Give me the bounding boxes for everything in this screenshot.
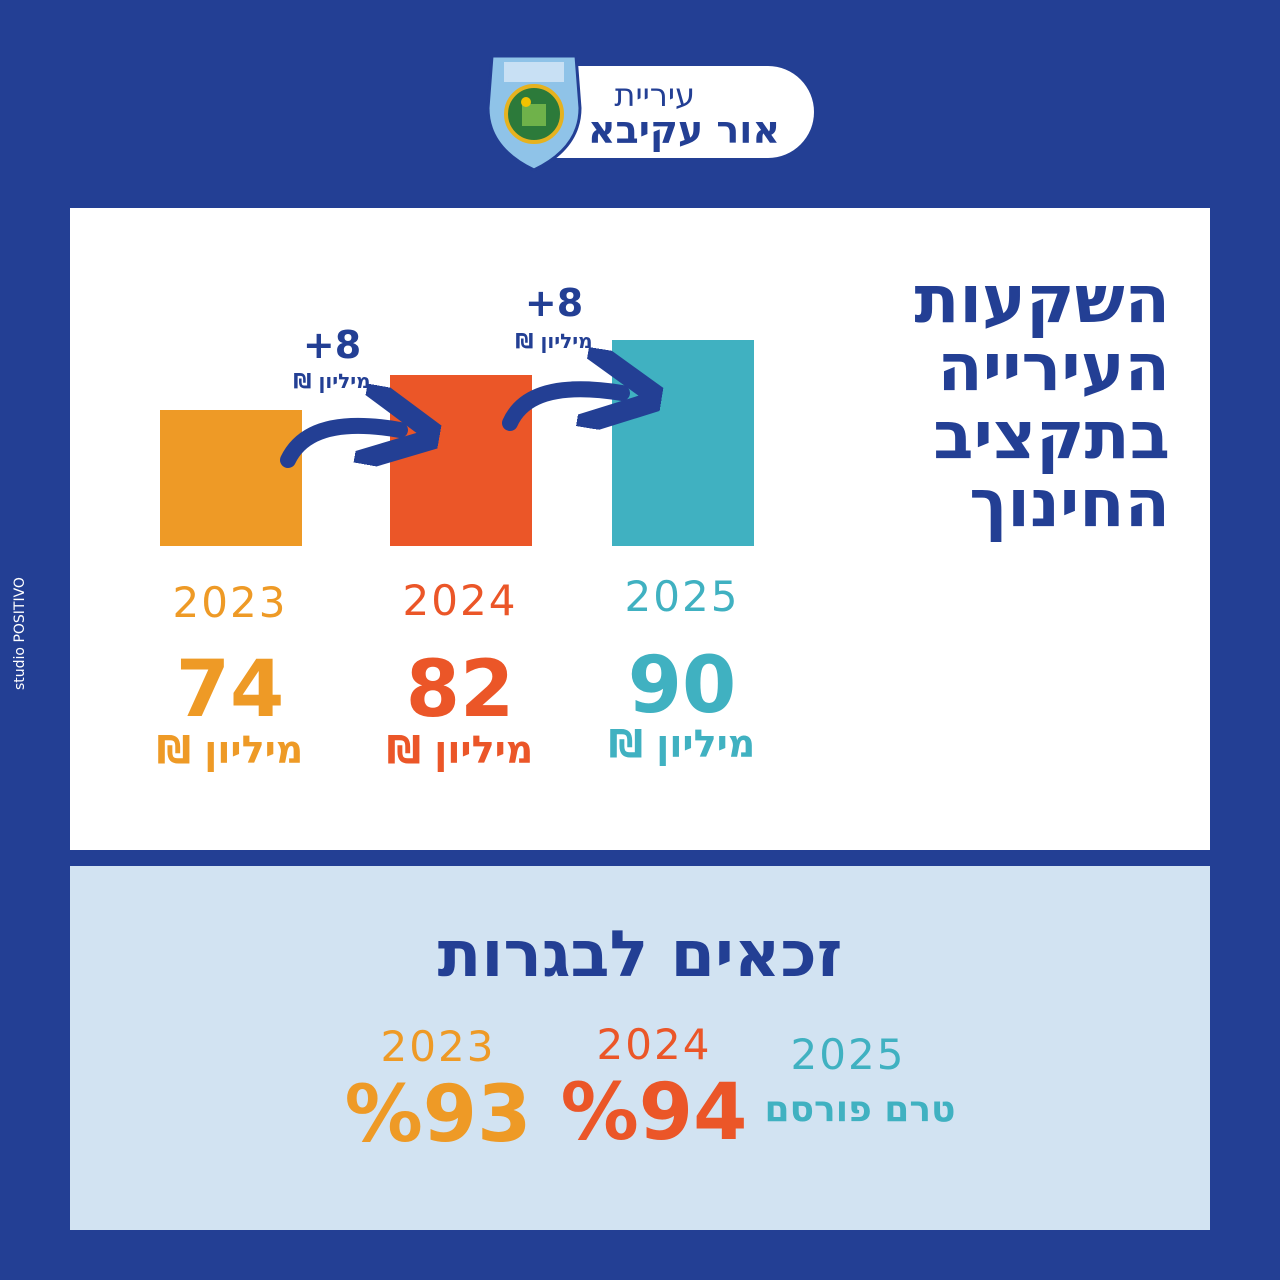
city-emblem-icon xyxy=(486,54,582,172)
increase-arrow-2 xyxy=(502,389,622,423)
unit-label-2023: מיליון ₪ xyxy=(156,728,304,772)
value-label-2023: 74 xyxy=(175,645,285,735)
matric-year-2024: 2024 xyxy=(596,1020,712,1069)
value-label-2025: 90 xyxy=(627,641,737,731)
budget-title: השקעות העירייה בתקציב החינוך xyxy=(914,261,1170,542)
bar-2025 xyxy=(612,340,754,546)
studio-credit: studio POSITIVO xyxy=(12,577,28,690)
bar-2023 xyxy=(160,410,302,546)
matric-value-2024: %94 xyxy=(560,1068,748,1158)
increase-arrow-1 xyxy=(280,426,400,460)
matriculation-panel xyxy=(70,866,1210,1230)
city-name: אור עקיבא xyxy=(587,108,780,152)
city-prefix: עיריית xyxy=(614,76,695,114)
year-label-2025: 2025 xyxy=(624,572,740,621)
matric-year-2023: 2023 xyxy=(380,1022,496,1071)
matriculation-title: זכאים לבגרות xyxy=(437,918,843,992)
year-label-2023: 2023 xyxy=(172,578,288,627)
matric-status-2025: טרם פורסם xyxy=(764,1089,956,1130)
bar-2024 xyxy=(390,375,532,546)
matric-value-2023: %93 xyxy=(344,1070,532,1160)
value-label-2024: 82 xyxy=(405,645,515,735)
matric-year-2025: 2025 xyxy=(790,1030,906,1079)
increment-unit-2: מיליון ₪ xyxy=(515,329,592,353)
increment-value-2: +8 xyxy=(525,281,583,325)
unit-label-2025: מיליון ₪ xyxy=(608,722,756,766)
year-label-2024: 2024 xyxy=(402,576,518,625)
increment-unit-1: מיליון ₪ xyxy=(293,369,370,393)
unit-label-2024: מיליון ₪ xyxy=(386,728,534,772)
increment-value-1: +8 xyxy=(303,323,361,367)
